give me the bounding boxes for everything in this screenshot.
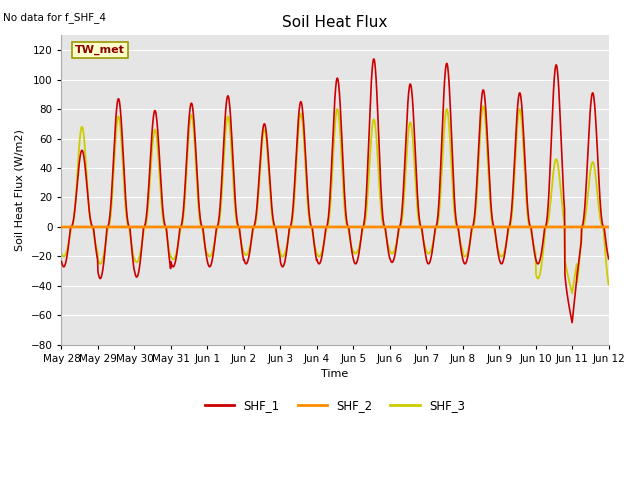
SHF_2 xyxy=(420,224,428,230)
Y-axis label: Soil Heat Flux (W/m2): Soil Heat Flux (W/m2) xyxy=(15,129,25,251)
SHF_3 xyxy=(58,251,65,256)
SHF_1 xyxy=(166,260,173,266)
SHF_3 xyxy=(241,250,248,256)
SHF_1 xyxy=(568,320,576,325)
Legend: SHF_1, SHF_2, SHF_3: SHF_1, SHF_2, SHF_3 xyxy=(200,394,470,416)
SHF_2 xyxy=(540,224,547,230)
SHF_2 xyxy=(492,224,499,230)
SHF_1 xyxy=(540,231,548,237)
SHF_2 xyxy=(241,224,248,230)
SHF_2 xyxy=(58,224,65,230)
Line: SHF_1: SHF_1 xyxy=(61,59,609,323)
SHF_3 xyxy=(492,235,500,240)
SHF_3 xyxy=(479,103,487,109)
SHF_3 xyxy=(568,290,576,296)
SHF_2 xyxy=(179,224,187,230)
Text: No data for f_SHF_4: No data for f_SHF_4 xyxy=(3,12,106,23)
SHF_1 xyxy=(58,259,65,264)
SHF_1 xyxy=(179,210,187,216)
Line: SHF_3: SHF_3 xyxy=(61,106,609,293)
SHF_1 xyxy=(420,243,428,249)
SHF_1 xyxy=(492,233,500,239)
Title: Soil Heat Flux: Soil Heat Flux xyxy=(282,15,388,30)
SHF_2 xyxy=(166,224,173,230)
SHF_3 xyxy=(420,239,428,245)
SHF_3 xyxy=(540,240,548,246)
SHF_3 xyxy=(605,282,612,288)
SHF_3 xyxy=(166,252,173,257)
SHF_2 xyxy=(605,224,612,230)
X-axis label: Time: Time xyxy=(321,370,349,380)
SHF_1 xyxy=(241,258,248,264)
SHF_1 xyxy=(370,56,378,62)
Text: TW_met: TW_met xyxy=(75,45,125,55)
SHF_3 xyxy=(179,216,187,222)
SHF_1 xyxy=(605,256,612,262)
